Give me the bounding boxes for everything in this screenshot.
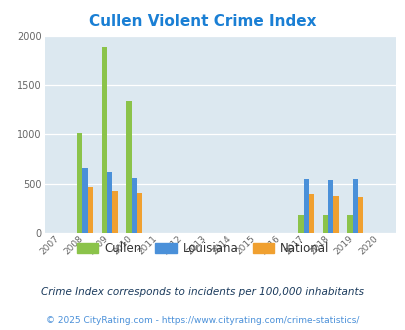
Bar (333, 196, 338, 233)
Bar (107, 172, 112, 233)
Text: Crime Index corresponds to incidents per 100,000 inhabitants: Crime Index corresponds to incidents per… (41, 287, 364, 297)
Bar (357, 197, 362, 233)
Bar (303, 179, 308, 233)
Legend: Cullen, Louisiana, National: Cullen, Louisiana, National (72, 237, 333, 260)
Bar (77, 133, 82, 233)
Bar (327, 180, 333, 233)
Text: © 2025 CityRating.com - https://www.cityrating.com/crime-statistics/: © 2025 CityRating.com - https://www.city… (46, 316, 359, 325)
Bar (112, 191, 117, 233)
Bar (126, 101, 131, 233)
Bar (322, 215, 327, 233)
Bar (87, 187, 93, 233)
Bar (346, 215, 352, 233)
Bar (352, 179, 357, 233)
Bar (297, 215, 303, 233)
Bar (82, 168, 87, 233)
Bar (308, 194, 313, 233)
Bar (131, 178, 136, 233)
Bar (101, 47, 107, 233)
Bar (136, 193, 142, 233)
Text: Cullen Violent Crime Index: Cullen Violent Crime Index (89, 14, 316, 29)
